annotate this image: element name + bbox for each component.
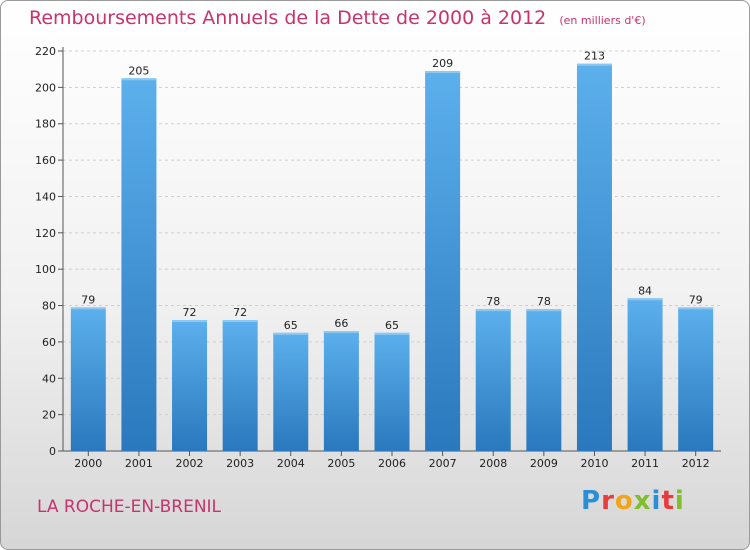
y-tick-label: 120 [35, 227, 56, 240]
bar [576, 63, 612, 452]
y-tick-label: 220 [35, 45, 56, 58]
y-tick-label: 160 [35, 154, 56, 167]
x-tick-label: 2003 [226, 457, 254, 470]
y-tick-label: 80 [42, 300, 56, 313]
labels: 0 20 40 60 80 100 120 140 160 180 200 220 79 2000 205 2… [35, 45, 710, 470]
bar-highlight [222, 320, 258, 323]
bar-value-label: 65 [385, 319, 399, 332]
bar-highlight [172, 320, 208, 323]
brand-letter: i [674, 486, 685, 516]
chart-unit: (en milliers d'€) [559, 14, 646, 27]
bar-value-label: 209 [432, 57, 453, 70]
bar [526, 309, 562, 451]
y-tick-label: 60 [42, 336, 56, 349]
bar-value-label: 72 [183, 306, 197, 319]
y-tick-label: 140 [35, 190, 56, 203]
bar-highlight [526, 309, 562, 312]
bar-highlight [425, 71, 461, 73]
x-tick-label: 2008 [479, 457, 507, 470]
bar-value-label: 84 [638, 284, 652, 297]
bar-value-label: 205 [128, 64, 149, 77]
x-tick-label: 2006 [378, 457, 406, 470]
bar [374, 332, 410, 451]
bar-value-label: 66 [334, 317, 348, 330]
x-tick-label: 2001 [125, 457, 153, 470]
x-tick-label: 2009 [530, 457, 558, 470]
y-tick-label: 100 [35, 263, 56, 276]
y-tick-label: 20 [42, 409, 56, 422]
y-tick-label: 180 [35, 118, 56, 131]
bar [273, 332, 309, 451]
brand-letter: r [601, 486, 615, 516]
bar-value-label: 78 [486, 295, 500, 308]
brand-letter: o [614, 486, 634, 516]
bar-highlight [576, 63, 612, 66]
x-tick-label: 2012 [682, 457, 710, 470]
x-tick-label: 2002 [176, 457, 204, 470]
x-tick-label: 2010 [580, 457, 608, 470]
bar [222, 320, 258, 451]
bar-highlight [273, 332, 309, 335]
x-tick-label: 2011 [631, 457, 659, 470]
y-tick-label: 40 [42, 372, 56, 385]
bar-value-label: 72 [233, 306, 247, 319]
brand-letter: P [581, 486, 602, 516]
bar [323, 331, 359, 451]
chart-title: Remboursements Annuels de la Dette de 20… [29, 7, 646, 29]
bar-highlight [70, 307, 106, 310]
bar-highlight [121, 78, 157, 81]
brand-letter: x [633, 486, 652, 516]
bar-value-label: 78 [537, 295, 551, 308]
brand-letter: i [651, 486, 662, 516]
bar [475, 309, 511, 451]
bar-highlight [678, 307, 714, 310]
bar-value-label: 213 [584, 50, 605, 63]
bar-highlight [374, 332, 410, 335]
bar-highlight [627, 298, 663, 301]
y-tick-label: 0 [49, 445, 56, 458]
bar-value-label: 65 [284, 319, 298, 332]
x-tick-label: 2005 [327, 457, 355, 470]
proxiti-logo: Proxiti [581, 486, 685, 516]
bar-highlight [475, 309, 511, 312]
chart-title-text: Remboursements Annuels de la Dette de 20… [29, 7, 547, 29]
bar [121, 78, 157, 451]
bar [172, 320, 208, 451]
bar [678, 307, 714, 451]
bars [70, 63, 714, 452]
bar-highlight [323, 331, 359, 333]
bar-value-label: 79 [81, 293, 95, 306]
bar [425, 71, 461, 451]
x-tick-label: 2000 [74, 457, 102, 470]
commune-name: LA ROCHE-EN-BRENIL [37, 497, 222, 517]
bar-value-label: 79 [689, 293, 703, 306]
x-tick-label: 2004 [277, 457, 305, 470]
bar [627, 298, 663, 451]
bar [70, 307, 106, 451]
brand-letter: t [661, 486, 675, 516]
x-tick-label: 2007 [429, 457, 457, 470]
y-tick-label: 200 [35, 81, 56, 94]
